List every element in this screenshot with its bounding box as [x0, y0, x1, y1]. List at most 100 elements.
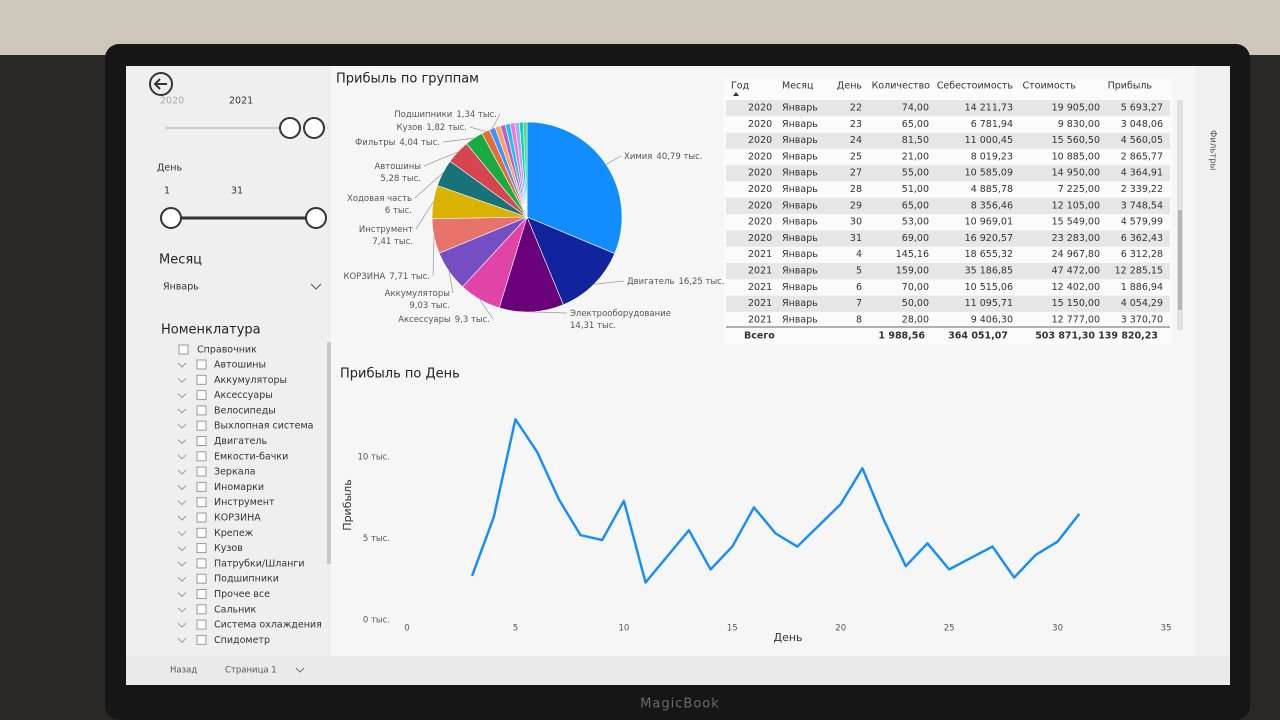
day-handle[interactable]: [160, 207, 182, 229]
tree-chevron: [177, 546, 187, 552]
table-cell: 2020: [748, 168, 772, 179]
back-button[interactable]: [149, 72, 173, 96]
footer-back[interactable]: Назад: [170, 666, 197, 676]
pie-chart: Химия 40,79 тыс. Двигатель 16,25 тыс. Электр…: [343, 110, 724, 331]
slice-name: Автошины: [374, 162, 421, 172]
table-cell: 4: [856, 249, 862, 260]
row-band: [726, 132, 1170, 149]
table-cell: 35 186,85: [965, 266, 1013, 277]
tree-item: Зеркала: [214, 467, 255, 478]
table-cell: 31: [850, 233, 862, 244]
day-handle[interactable]: [305, 207, 327, 229]
month-value[interactable]: Январь: [163, 282, 199, 293]
total-cell: Всего: [744, 331, 775, 342]
checkbox[interactable]: [196, 543, 207, 554]
checkbox[interactable]: [196, 527, 207, 538]
leader-line: [531, 311, 568, 314]
checkbox[interactable]: [196, 420, 207, 431]
table-cell: 70,00: [902, 282, 929, 293]
table-cell: 21,00: [902, 151, 929, 162]
checkbox[interactable]: [196, 481, 207, 492]
slice-value: 40,79 тыс.: [656, 152, 702, 162]
pie-slice: [523, 121, 528, 218]
checkbox[interactable]: [196, 390, 207, 401]
tree-item: Система охлаждения: [214, 620, 322, 631]
table-cell: Январь: [782, 282, 818, 293]
year-handle[interactable]: [279, 117, 301, 139]
table-cell: Январь: [782, 119, 818, 130]
tree-item: Сальник: [214, 604, 257, 615]
day-from: 1: [164, 186, 170, 197]
table-scroll-thumb[interactable]: [1178, 210, 1182, 310]
table-cell: 1 886,94: [1121, 282, 1163, 293]
table-cell: Январь: [782, 135, 818, 146]
table-cell: 23 283,00: [1052, 233, 1100, 244]
checkbox[interactable]: [196, 374, 207, 385]
checkbox[interactable]: [196, 451, 207, 462]
total-cell: 139 820,23: [1098, 331, 1158, 342]
checkbox[interactable]: [196, 604, 207, 615]
column-header: Себестоимость: [937, 81, 1014, 92]
tree-item: Емкости-бачки: [214, 451, 288, 462]
table-cell: 53,00: [902, 217, 929, 228]
x-tick-label: 30: [1052, 624, 1063, 634]
tree-chevron: [177, 500, 187, 506]
x-tick-label: 0: [404, 624, 409, 634]
back-arrow: [153, 78, 167, 90]
checkbox[interactable]: [196, 589, 207, 599]
line-title: Прибыль по День: [340, 367, 460, 382]
leader-line: [442, 137, 475, 143]
slice-value: 9,03 тыс.: [409, 301, 450, 311]
leader-line: [423, 151, 458, 167]
year-handle[interactable]: [303, 117, 325, 139]
table-cell: 11 000,45: [965, 135, 1013, 146]
table-cell: 74,00: [902, 103, 929, 114]
leader-line: [432, 236, 435, 277]
pie-slice: [526, 216, 616, 306]
checkbox[interactable]: [196, 466, 207, 477]
table-cell: 2 339,22: [1121, 184, 1163, 195]
tree-item: Инструмент: [214, 497, 275, 508]
line-chart: 0 тыс. 5 тыс. 10 тыс. 0 5 10 15 20 25 30 35: [357, 418, 1171, 634]
row-band: [726, 230, 1170, 247]
table-cell: 10 585,09: [965, 168, 1013, 179]
day-title: День: [157, 163, 182, 174]
slice-label: Фильтры 4,04 тыс.: [355, 138, 440, 148]
slice-value: 1,34 тыс.: [456, 110, 497, 120]
dropdown-chevron[interactable]: [310, 283, 322, 290]
tree-chevron: [177, 408, 187, 414]
table-cell: 22: [850, 103, 862, 114]
checkbox[interactable]: [196, 497, 207, 508]
footer-page[interactable]: Страница 1: [225, 666, 277, 676]
slice-value: 5,28 тыс.: [380, 174, 421, 184]
checkbox[interactable]: [196, 436, 207, 446]
tree-item: Крепеж: [214, 528, 254, 539]
table-cell: Январь: [782, 200, 818, 211]
table-cell: 10 515,06: [965, 282, 1013, 293]
checkbox[interactable]: [196, 359, 207, 370]
slice-name: КОРЗИНА: [343, 272, 385, 282]
brand: MagicBook: [640, 697, 720, 712]
checkbox[interactable]: [178, 344, 189, 355]
checkbox[interactable]: [196, 573, 207, 584]
table-cell: 2021: [748, 298, 772, 309]
table-cell: 15 560,50: [1052, 135, 1100, 146]
table-cell: 145,16: [896, 249, 929, 260]
checkbox[interactable]: [196, 558, 207, 569]
slice-label: Двигатель 16,25 тыс.: [627, 277, 725, 287]
checkbox[interactable]: [196, 619, 207, 630]
checkbox[interactable]: [196, 634, 207, 645]
page-chevron[interactable]: [295, 667, 305, 673]
slice-label: Ходовая часть 6 тыс.: [347, 194, 412, 216]
filters-label[interactable]: Фильтры: [1208, 130, 1218, 170]
checkbox[interactable]: [196, 512, 207, 523]
y-tick-label: 10 тыс.: [357, 452, 390, 462]
tree-item: Патрубки/Шланги: [214, 558, 305, 569]
scrollbar[interactable]: [327, 342, 331, 564]
filters-pane[interactable]: [1195, 66, 1230, 656]
slicer-panel: [126, 66, 331, 656]
table-cell: 28,00: [902, 314, 929, 325]
table-cell: 2020: [748, 184, 772, 195]
table-cell: 65,00: [902, 200, 929, 211]
checkbox[interactable]: [196, 405, 207, 416]
